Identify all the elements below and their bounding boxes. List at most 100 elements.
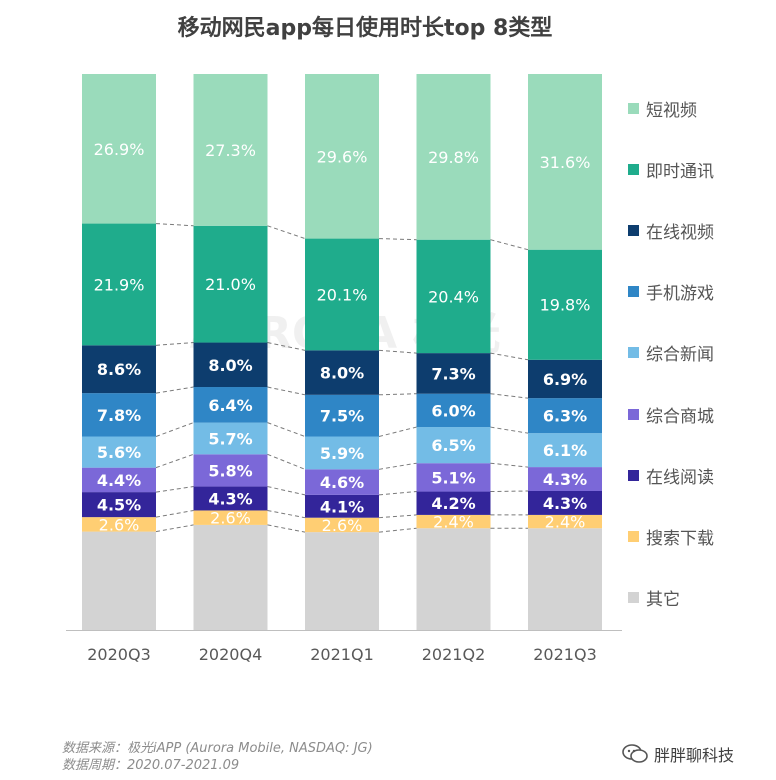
connector-line [378,393,417,396]
bar-segment [193,422,268,455]
bar-segment [305,350,379,395]
data-label: 2.6% [210,509,251,528]
data-label: 8.6% [97,360,141,379]
data-label: 2.6% [322,516,363,535]
x-tick-label: 2021Q2 [422,645,486,664]
data-label: 4.4% [97,471,141,490]
bar-segment [82,531,156,630]
account-badge: 胖胖聊科技 [622,742,734,766]
data-label: 5.7% [208,429,252,448]
data-label: 6.0% [431,401,475,420]
bar-segment [193,454,268,487]
connector-line [490,352,529,361]
connector-line [155,509,194,518]
legend-label: 在线阅读 [646,467,714,488]
data-label: 7.3% [431,364,475,383]
legend-label: 手机游戏 [646,284,714,305]
data-label: 5.8% [208,461,252,480]
bar-segment [416,427,491,464]
data-label: 5.6% [97,443,141,462]
bar-segment [416,239,491,354]
data-label: 4.5% [97,496,141,515]
connector-line [155,386,194,394]
x-tick-label: 2021Q3 [533,645,597,664]
connector-line [267,386,306,396]
bar-segment [82,393,156,437]
bar-segment [193,510,268,525]
bar-segment [193,225,268,343]
legend-swatch [628,408,639,420]
chart-title: 移动网民app每日使用时长top 8类型 [177,16,553,41]
data-label: 8.0% [208,356,252,375]
data-label: 2.4% [545,513,586,532]
bar-segment [305,494,379,518]
data-label: 21.0% [205,275,256,294]
data-label: 4.1% [320,497,364,516]
connector-line [267,524,306,533]
legend-label: 在线视频 [646,222,714,243]
data-label: 5.9% [320,444,364,463]
legend-label: 搜索下载 [646,528,714,549]
data-label: 21.9% [94,275,145,294]
legend-label: 其它 [646,590,680,611]
connector-line [490,393,529,399]
bar-segment [305,517,379,533]
data-label: 8.0% [320,364,364,383]
bar-segment [528,433,602,468]
legend-label: 短视频 [646,100,697,121]
legend-swatch [628,347,639,359]
connector-line [378,491,417,496]
bar-segment [528,514,602,529]
bar-segment [528,359,602,399]
data-label: 4.3% [208,490,252,509]
wechat-icon [622,744,648,763]
connector-line [490,462,529,468]
data-label: 4.3% [543,494,587,513]
period-line: 数据周期：2020.07-2021.09 [62,758,240,773]
legend-item: 手机游戏 [628,282,714,305]
bar-segment [305,532,379,630]
bar-segment [82,223,156,346]
connector-line [267,342,306,351]
connector-line [378,462,417,470]
connector-line [155,422,194,437]
bar-segment [305,469,379,495]
legend-item: 在线阅读 [628,465,714,488]
chart-source-note: 数据来源：极光iAPP (Aurora Mobile, NASDAQ: JG) … [62,740,373,774]
legend-label: 综合新闻 [646,345,714,366]
legend-item: 搜索下载 [628,526,714,549]
connector-line [378,426,417,437]
bar-segment [528,398,602,434]
data-label: 2.4% [433,513,474,532]
legend-item: 综合商城 [628,404,714,427]
bar-segment [193,342,268,388]
connector-line [155,524,194,533]
data-label: 7.5% [320,407,364,426]
bar-segment [305,238,379,351]
legend-swatch [628,163,639,175]
bar-segment [193,486,268,511]
bar-segment [528,249,602,360]
data-label: 5.1% [431,468,475,487]
bar-segment [193,74,268,226]
connector-line [490,239,529,251]
legend-swatch [628,102,639,114]
bar-segment [416,514,491,529]
connector-line [155,342,194,346]
bar-segment [416,353,491,394]
data-label: 19.8% [540,296,591,315]
bar-segment [416,491,491,515]
source-line: 数据来源：极光iAPP (Aurora Mobile, NASDAQ: JG) [62,741,373,756]
bar-segment [528,467,602,491]
bar-segment [193,524,268,630]
data-label: 27.3% [205,141,256,160]
connector-line [155,223,194,227]
legend-swatch [628,469,639,481]
data-label: 4.3% [543,470,587,489]
x-tick-label: 2020Q4 [199,645,263,664]
bar-segment [82,74,156,224]
connector-line [267,486,306,496]
legend-swatch [628,530,639,542]
x-tick-label: 2020Q3 [87,645,151,664]
